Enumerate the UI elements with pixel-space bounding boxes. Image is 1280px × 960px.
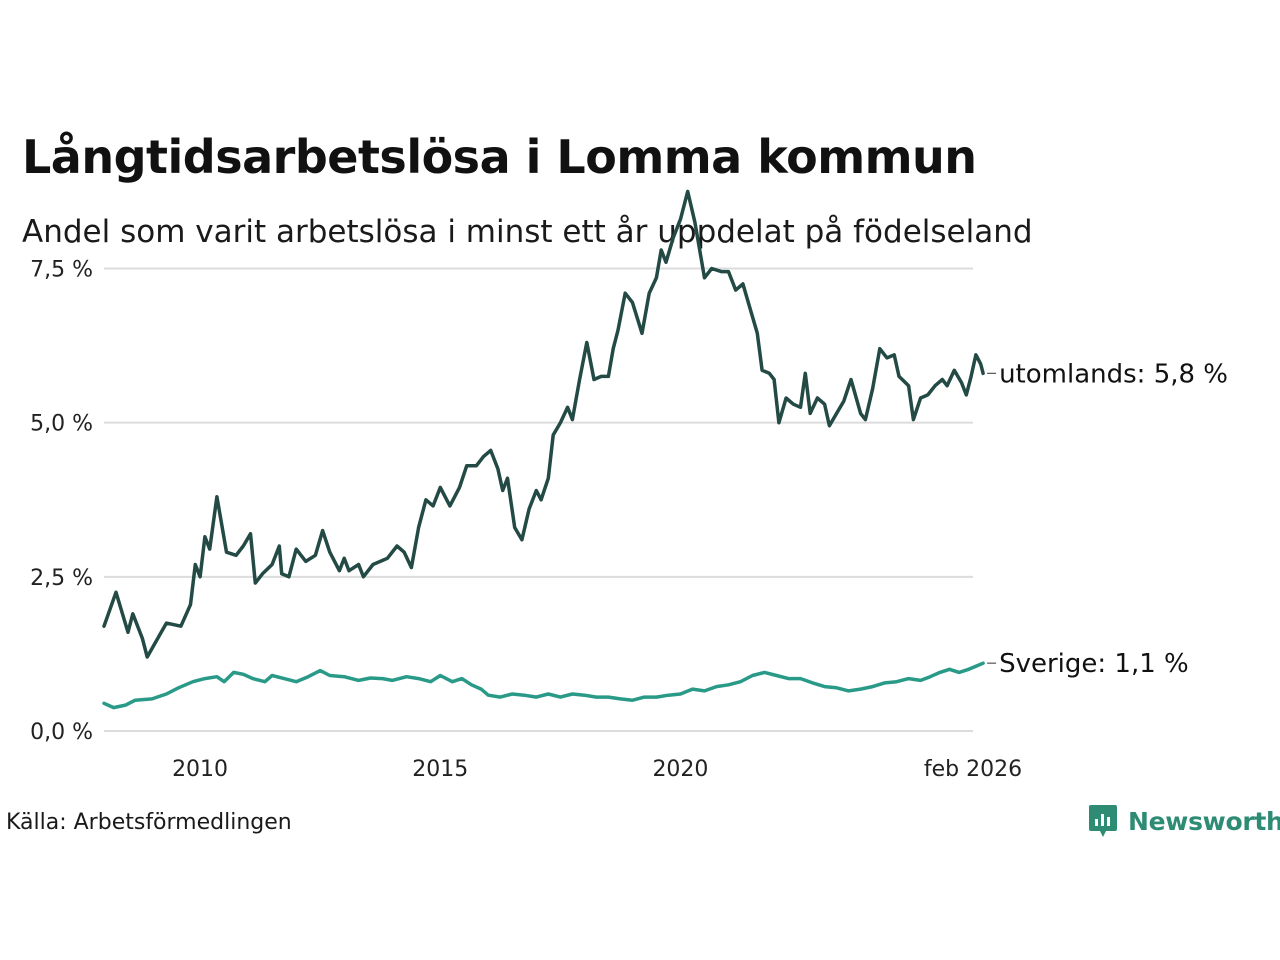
x-tick-label: 2010 [172,757,228,782]
x-tick-label: 2015 [412,757,468,782]
x-tick-label: 2020 [652,757,708,782]
y-tick-label: 2,5 % [30,566,93,591]
y-tick-label: 7,5 % [30,258,93,283]
source-note: Källa: Arbetsförmedlingen [6,810,292,835]
brand-logo[interactable]: Newsworthy [1088,803,1280,839]
x-tick-label: feb 2026 [924,757,1022,782]
grid-layer [104,267,973,732]
chart-title: Långtidsarbetslösa i Lomma kommun [22,130,977,184]
newsworthy-logo-icon [1089,805,1117,837]
y-tick-label: 5,0 % [30,412,93,437]
end-label-utomlands: utomlands: 5,8 % [999,359,1228,389]
brand-name: Newsworthy [1128,806,1280,836]
chart-subtitle: Andel som varit arbetslösa i minst ett å… [22,214,1033,250]
series-layer [102,189,985,710]
series-line-sverige [102,661,985,710]
y-tick-label: 0,0 % [30,720,93,745]
label-layer: 0,0 % 2,5 % 5,0 % 7,5 % 2010 2015 2020 feb 2026… [30,258,1228,783]
series-line-utomlands [102,189,985,659]
end-label-sverige: Sverige: 1,1 % [999,649,1189,679]
